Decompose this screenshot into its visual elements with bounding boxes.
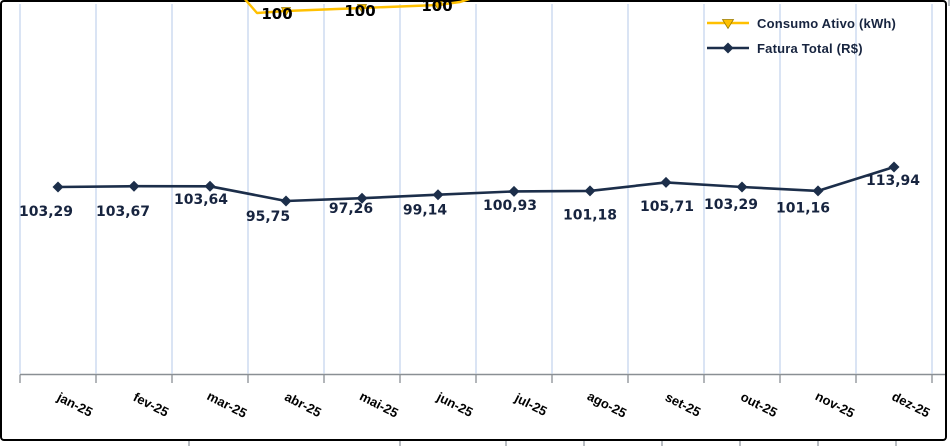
legend-entry-fatura[interactable]: Fatura Total (R$): [706, 36, 896, 60]
fatura-data-label: 101,18: [563, 208, 617, 224]
fatura-data-label: 95,75: [246, 209, 290, 225]
fatura-data-label: 99,14: [403, 203, 448, 219]
sheet-gridline-tick: [661, 441, 663, 446]
fatura-marker[interactable]: [736, 181, 748, 193]
fatura-marker[interactable]: [52, 181, 64, 193]
sheet-gridline-tick: [505, 441, 507, 446]
consumo-marker[interactable]: [280, 7, 292, 17]
sheet-gridline-tick: [895, 441, 897, 446]
fatura-marker[interactable]: [508, 185, 520, 197]
diamond-icon: [707, 42, 749, 54]
fatura-data-label: 101,16: [776, 201, 830, 217]
fatura-marker[interactable]: [432, 189, 444, 201]
fatura-data-label: 100,93: [483, 198, 537, 214]
triangle-down-icon: [707, 19, 749, 30]
fatura-marker[interactable]: [280, 195, 292, 207]
fatura-data-label: 103,67: [96, 204, 150, 220]
legend-label-fatura: Fatura Total (R$): [757, 40, 863, 56]
fatura-marker[interactable]: [584, 185, 596, 197]
fatura-marker[interactable]: [660, 176, 672, 188]
fatura-marker[interactable]: [812, 185, 824, 197]
sheet-gridline-tick: [399, 441, 401, 446]
fatura-data-label: 103,64: [174, 192, 228, 208]
fatura-data-label: 103,29: [19, 204, 73, 220]
sheet-gridline-tick: [188, 441, 190, 446]
fatura-marker[interactable]: [356, 192, 368, 204]
fatura-data-label: 97,26: [329, 201, 373, 217]
fatura-series-line[interactable]: [57, 165, 895, 203]
consumo-marker[interactable]: [432, 1, 444, 11]
sheet-gridline-tick: [948, 0, 950, 6]
consumo-data-label: 100: [421, 0, 452, 15]
consumo-marker[interactable]: [356, 4, 368, 14]
legend: Consumo Ativo (kWh) Fatura Total (R$): [706, 11, 896, 60]
fatura-marker[interactable]: [204, 180, 216, 192]
legend-entry-consumo[interactable]: Consumo Ativo (kWh): [706, 11, 896, 35]
legend-label-consumo: Consumo Ativo (kWh): [757, 15, 897, 31]
fatura-data-label: 113,94: [866, 173, 920, 189]
consumo-data-label: 100: [344, 2, 375, 20]
fatura-marker[interactable]: [128, 180, 140, 192]
sheet-gridline-tick: [739, 441, 741, 446]
fatura-data-label: 105,71: [640, 199, 694, 215]
sheet-gridline-tick: [583, 441, 585, 446]
fatura-data-label: 103,29: [704, 197, 758, 213]
consumo-data-label: 100: [261, 5, 292, 23]
fatura-marker[interactable]: [888, 161, 900, 173]
sheet-gridline-tick: [817, 441, 819, 446]
